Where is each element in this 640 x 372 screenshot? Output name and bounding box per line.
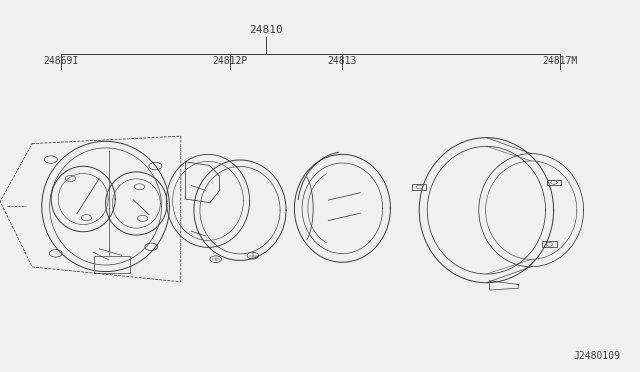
Text: J2480109: J2480109 xyxy=(574,351,621,361)
Bar xyxy=(543,241,557,247)
Bar xyxy=(412,184,426,190)
Text: 24810: 24810 xyxy=(249,25,282,35)
Text: 24817M: 24817M xyxy=(542,56,578,66)
Text: 24813: 24813 xyxy=(328,56,357,66)
Text: 24869I: 24869I xyxy=(43,56,79,66)
Bar xyxy=(547,180,561,185)
Text: 24812P: 24812P xyxy=(212,56,248,66)
